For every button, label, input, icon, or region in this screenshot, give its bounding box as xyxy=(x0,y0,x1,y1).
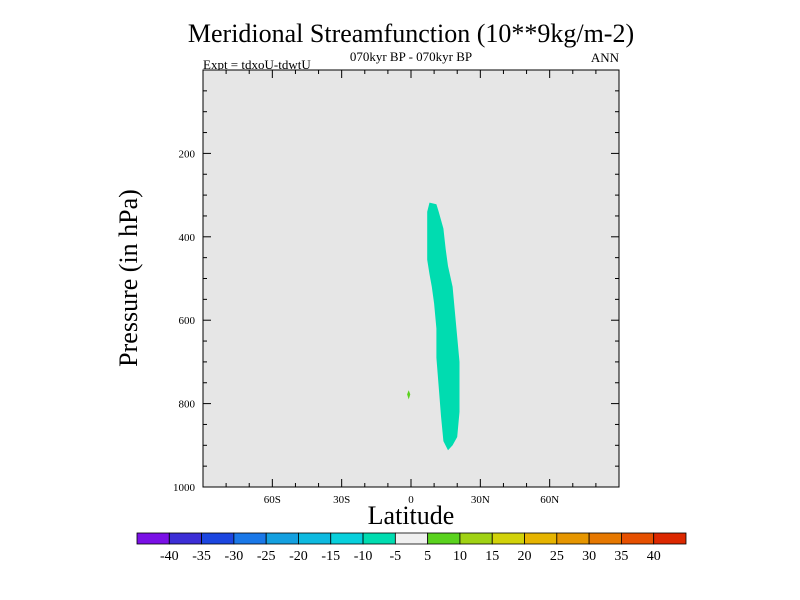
y-tick-label: 200 xyxy=(179,148,196,160)
colorbar-label: 15 xyxy=(485,549,499,564)
colorbar-label: -15 xyxy=(321,549,340,564)
colorbar-swatch xyxy=(459,532,493,545)
colorbar-label: -25 xyxy=(257,549,276,564)
x-axis-title: Latitude xyxy=(368,501,455,530)
x-tick-label: 60S xyxy=(264,494,281,506)
contour-regions xyxy=(407,202,460,451)
colorbar-label: -30 xyxy=(225,549,244,564)
colorbar-label: -40 xyxy=(160,549,179,564)
colorbar-swatch xyxy=(394,532,429,545)
colorbar-label: 20 xyxy=(518,549,532,564)
colorbar-label: 10 xyxy=(453,549,467,564)
colorbar-swatch xyxy=(427,532,461,545)
x-tick-label: 60N xyxy=(540,494,559,506)
colorbar-swatch xyxy=(168,532,202,545)
small-positive-spot xyxy=(407,390,411,400)
colorbar: -40 -35 -30 -25 -20 -15 -10 -5 5 10 15 20 25 30 35 40 xyxy=(136,532,687,564)
colorbar-swatch xyxy=(362,532,396,545)
colorbar-label: -5 xyxy=(390,549,402,564)
colorbar-swatch xyxy=(491,532,525,545)
axis-ticks: 60S 30S 0 30N 60N 200 400 600 800 1000 xyxy=(173,70,619,506)
x-tick-label: 30N xyxy=(471,494,490,506)
colorbar-swatch xyxy=(201,532,235,545)
y-tick-label: 600 xyxy=(179,315,196,327)
colorbar-swatch xyxy=(136,532,170,545)
negative-cell xyxy=(427,202,460,451)
y-tick-label: 800 xyxy=(179,399,196,411)
plot-area xyxy=(203,70,619,487)
y-tick-label: 1000 xyxy=(173,482,196,494)
colorbar-swatch xyxy=(588,532,622,545)
colorbar-swatch xyxy=(556,532,590,545)
colorbar-label: 35 xyxy=(614,549,628,564)
subtitle-right: ANN xyxy=(591,50,620,65)
colorbar-swatch xyxy=(653,532,687,545)
colorbar-swatch xyxy=(524,532,558,545)
y-axis-title: Pressure (in hPa) xyxy=(114,189,143,367)
colorbar-label: -20 xyxy=(289,549,308,564)
colorbar-label: -10 xyxy=(354,549,373,564)
colorbar-swatch xyxy=(330,532,364,545)
subtitle-center: 070kyr BP - 070kyr BP xyxy=(350,49,472,64)
colorbar-swatch xyxy=(298,532,332,545)
colorbar-swatch xyxy=(233,532,267,545)
colorbar-swatch xyxy=(621,532,655,545)
colorbar-label: 25 xyxy=(550,549,564,564)
x-tick-label: 0 xyxy=(408,494,414,506)
subtitle-left: Expt = tdxoU-tdwtU xyxy=(203,57,311,72)
colorbar-label: 30 xyxy=(582,549,596,564)
y-tick-label: 400 xyxy=(179,232,196,244)
colorbar-swatch xyxy=(265,532,299,545)
x-tick-label: 30S xyxy=(333,494,350,506)
colorbar-label: 40 xyxy=(647,549,661,564)
chart-title: Meridional Streamfunction (10**9kg/m-2) xyxy=(188,19,634,48)
colorbar-label: 5 xyxy=(424,549,431,564)
colorbar-label: -35 xyxy=(192,549,211,564)
